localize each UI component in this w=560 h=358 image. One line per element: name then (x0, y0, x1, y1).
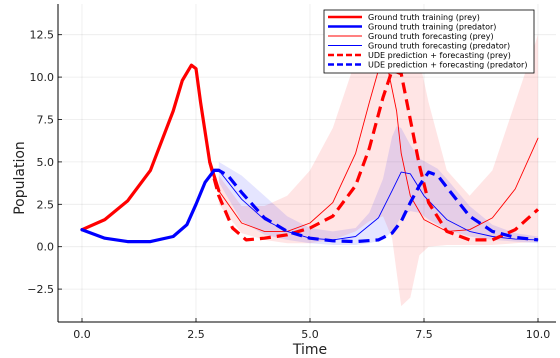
y-tick-label: 10.0 (30, 71, 55, 84)
grid-lines (58, 4, 556, 322)
tick-labels: 0.0 2.5 5.0 7.5 10.0 −2.5 0.0 2.5 5.0 7.5 10.0 12.5 (27, 29, 550, 341)
x-axis-label: Time (292, 342, 327, 358)
legend-label: Ground truth forecasting (prey) (368, 32, 494, 41)
y-tick-label: 7.5 (37, 114, 55, 127)
confidence-band-0 (218, 29, 539, 307)
y-axis-label: Population (12, 141, 28, 215)
y-tick-label: −2.5 (27, 283, 54, 296)
y-tick-label: 12.5 (30, 29, 55, 42)
series-lines (80, 63, 540, 244)
series-line-ude-prediction-forecasting-predator (214, 168, 539, 244)
x-tick-label: 2.5 (187, 328, 205, 341)
legend-label: UDE prediction + forecasting (prey) (368, 51, 511, 60)
series-line-ground-truth-training-prey (80, 63, 221, 232)
y-tick-label: 2.5 (37, 198, 55, 211)
x-tick-label: 0.0 (73, 328, 91, 341)
x-tick-label: 5.0 (301, 328, 319, 341)
uncertainty-bands (218, 29, 539, 307)
series-line-ground-truth-training-predator (80, 168, 221, 244)
confidence-band-1 (218, 126, 539, 245)
axes (57, 4, 556, 323)
series-line-ude-prediction-forecasting-prey (208, 68, 540, 242)
y-tick-label: 5.0 (37, 156, 55, 169)
legend: Ground truth training (prey)Ground truth… (323, 9, 535, 74)
y-tick-label: 0.0 (37, 241, 55, 254)
legend-label: UDE prediction + forecasting (predator) (368, 61, 527, 70)
legend-box (323, 9, 535, 74)
legend-label: Ground truth training (predator) (368, 23, 496, 32)
legend-label: Ground truth training (prey) (368, 13, 480, 22)
x-tick-label: 7.5 (415, 328, 433, 341)
legend-label: Ground truth forecasting (predator) (368, 42, 510, 51)
x-tick-label: 10.0 (526, 328, 551, 341)
